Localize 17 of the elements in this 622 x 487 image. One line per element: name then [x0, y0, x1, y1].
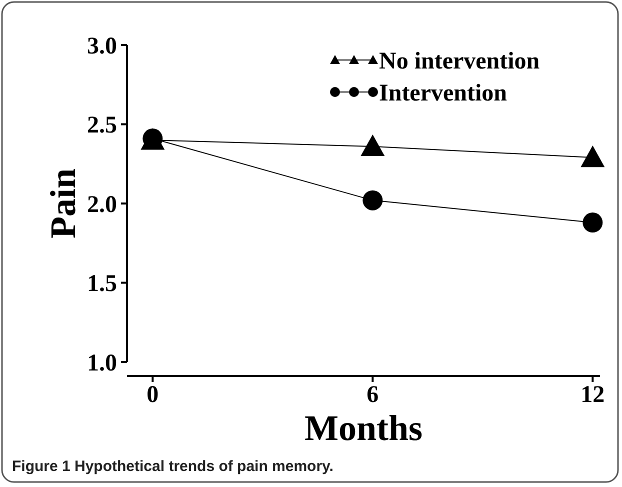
x-axis-title: Months — [304, 408, 423, 448]
x-tick-label: 0 — [146, 382, 159, 408]
x-tick-label: 6 — [366, 382, 379, 408]
caption: Figure 1 Hypothetical trends of pain memory. — [12, 458, 334, 475]
legend-label: Intervention — [379, 80, 507, 106]
y-tick-label: 1.5 — [87, 271, 117, 298]
y-tick-label: 1.0 — [87, 350, 117, 376]
legend-label: No intervention — [379, 48, 540, 74]
point — [360, 134, 385, 156]
point — [362, 190, 383, 210]
y-axis-title: Pain — [43, 168, 83, 239]
point — [580, 146, 605, 168]
point — [582, 212, 603, 233]
x-tick-label: 12 — [580, 382, 605, 408]
y-tick-label: 2.0 — [87, 192, 117, 218]
y-tick-label: 2.5 — [87, 112, 117, 139]
y-tick-label: 3.0 — [87, 33, 117, 60]
